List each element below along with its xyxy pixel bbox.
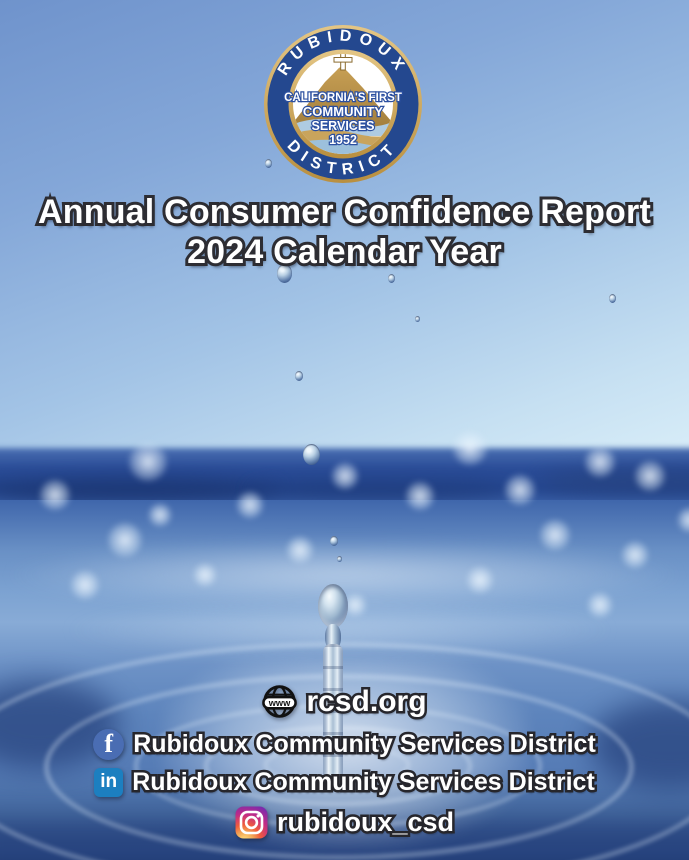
bokeh-highlight <box>236 491 264 519</box>
linkedin-page-name[interactable]: Rubidoux Community Services District Rubi… <box>130 766 598 799</box>
facebook-row[interactable]: f Rubidoux Community Services District Ru… <box>0 727 689 760</box>
water-column <box>323 644 343 786</box>
instagram-handle-text: rubidoux_csd <box>276 806 455 837</box>
bokeh-highlight <box>107 522 143 558</box>
bokeh-highlight <box>286 536 314 564</box>
www-label: www <box>268 698 291 708</box>
seal-tagline-line3: SERVICES <box>312 119 375 133</box>
report-title-line2: 2024 Calendar Year 2024 Calendar Year <box>184 230 505 274</box>
mount-rubidoux <box>293 66 393 128</box>
bokeh-highlight <box>504 474 536 506</box>
falling-water-droplet <box>264 158 272 168</box>
falling-water-droplet <box>387 273 395 283</box>
website-url-outline: rcsd.org <box>304 682 429 720</box>
bokeh-highlight <box>331 462 359 490</box>
bokeh-highlight <box>39 479 71 511</box>
bokeh-highlight <box>405 481 435 511</box>
facebook-name-text: Rubidoux Community Services District <box>133 729 596 758</box>
seal-tagline-line2: COMMUNITY <box>303 104 383 119</box>
ripple-ring <box>0 642 689 860</box>
falling-water-droplet <box>330 536 338 546</box>
water-drop-neck <box>325 624 341 650</box>
website-url[interactable]: rcsd.org rcsd.org <box>304 682 429 720</box>
facebook-icon: f <box>93 729 125 760</box>
title-line2-text: 2024 Calendar Year <box>187 233 502 272</box>
facebook-page-name[interactable]: Rubidoux Community Services District Rubi… <box>131 727 599 760</box>
bokeh-highlight <box>584 446 616 478</box>
title-line2-outline: 2024 Calendar Year <box>184 230 505 274</box>
bokeh-highlight <box>621 541 649 569</box>
seal-tagline-line1: CALIFORNIA'S FIRST <box>284 92 402 104</box>
instagram-handle-outline: rubidoux_csd <box>274 804 456 839</box>
bokeh-highlight <box>148 503 172 527</box>
bokeh-highlight <box>452 430 488 466</box>
falling-water-droplet <box>414 315 420 322</box>
instagram-icon <box>235 806 268 839</box>
falling-water-droplet <box>276 263 292 283</box>
report-title-line1: Annual Consumer Confidence Report Annual … <box>35 190 654 234</box>
bokeh-highlight <box>677 507 689 533</box>
instagram-handle[interactable]: rubidoux_csd rubidoux_csd <box>274 804 456 839</box>
bokeh-highlight <box>587 592 613 618</box>
water-splash-column <box>312 584 356 786</box>
report-title: Annual Consumer Confidence Report Annual … <box>0 190 689 274</box>
website-url-text: rcsd.org <box>306 685 427 718</box>
instagram-row[interactable]: rubidoux_csd rubidoux_csd <box>0 804 689 839</box>
linkedin-icon: in <box>94 768 124 798</box>
bokeh-highlight <box>634 460 666 492</box>
water-drop-head <box>318 584 348 628</box>
falling-water-droplet <box>295 371 303 381</box>
bokeh-highlight <box>128 442 168 482</box>
linkedin-row[interactable]: in Rubidoux Community Services District R… <box>0 766 689 799</box>
linkedin-name-outline: Rubidoux Community Services District <box>130 766 598 799</box>
title-line1-text: Annual Consumer Confidence Report <box>38 193 651 231</box>
falling-water-droplet <box>302 443 320 465</box>
linkedin-name-text: Rubidoux Community Services District <box>132 768 595 796</box>
bokeh-highlight <box>466 566 494 594</box>
bokeh-highlight <box>539 519 571 551</box>
horizon-shadow <box>250 482 510 502</box>
falling-water-droplet <box>336 555 342 562</box>
seal-founded-year: 1952 <box>329 133 357 147</box>
falling-water-droplet <box>608 293 616 303</box>
website-row[interactable]: www rcsd.org rcsd.org <box>0 682 689 721</box>
title-line1-outline: Annual Consumer Confidence Report <box>35 190 654 234</box>
bokeh-highlight <box>193 563 217 587</box>
bokeh-highlight <box>70 570 100 600</box>
district-seal-logo: RUBIDOUX DISTRICT CALIFORNIA'S FIRST COM… <box>264 25 422 183</box>
splash-highlight <box>160 660 530 850</box>
facebook-name-outline: Rubidoux Community Services District <box>131 727 599 760</box>
cross-icon <box>333 57 353 63</box>
www-globe-icon: www <box>262 685 298 718</box>
